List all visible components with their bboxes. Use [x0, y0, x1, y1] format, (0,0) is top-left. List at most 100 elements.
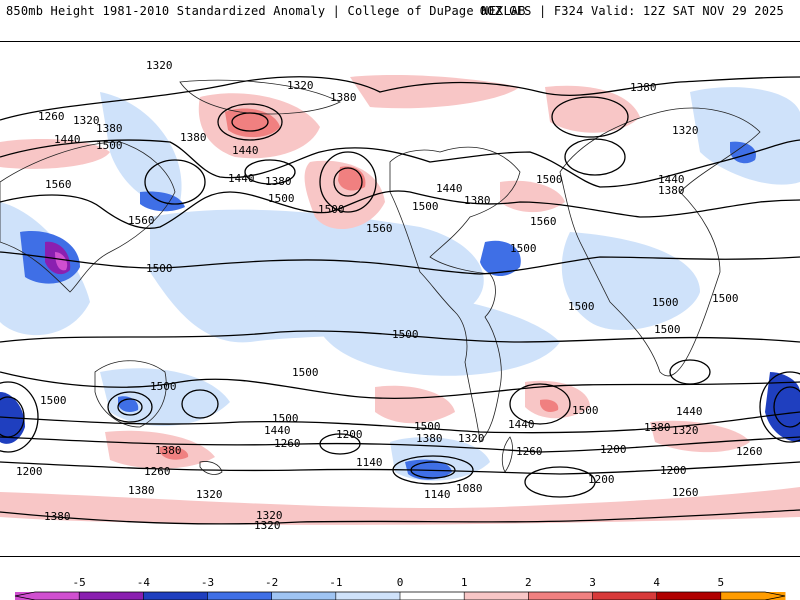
positive-anomaly-region	[375, 385, 455, 424]
positive-anomaly-region	[525, 380, 590, 419]
legend-swatch	[720, 592, 786, 600]
contour-label: 1500	[40, 394, 67, 407]
legend-tick-label: 1	[460, 576, 468, 589]
legend-tick-label: 2	[525, 576, 532, 589]
contour-label: 1380	[330, 91, 357, 104]
legend-swatch	[143, 592, 208, 600]
contour-label: 1380	[644, 421, 671, 434]
anomaly-color-legend	[14, 591, 786, 600]
contour-label: 1500	[150, 380, 177, 393]
contour-label: 1380	[464, 194, 491, 207]
contour-label: 1320	[672, 124, 699, 137]
contour-label: 1260	[144, 465, 171, 478]
contour-label: 1500	[146, 262, 173, 275]
contour-label: 1380	[416, 432, 443, 445]
strong-negative-core	[765, 372, 800, 442]
contour-label: 1380	[265, 175, 292, 188]
contour-label: 1320	[73, 114, 100, 127]
legend-tick-label: 5	[717, 576, 725, 589]
contour-label: 1440	[232, 144, 259, 157]
contour-label: 1500	[272, 412, 299, 425]
legend-tick-label: 0	[396, 576, 404, 589]
legend-swatch	[271, 592, 337, 600]
contour-label: 1380	[630, 81, 657, 94]
contour-label: 1440	[228, 172, 255, 185]
contour-label: 1440	[436, 182, 463, 195]
legend-swatch	[400, 592, 465, 600]
legend-swatch	[656, 592, 722, 600]
contour-label: 1200	[600, 443, 627, 456]
legend-swatch	[207, 592, 273, 600]
contour-label: 1500	[536, 173, 563, 186]
strong-positive-core	[540, 399, 559, 412]
positive-anomaly-region	[545, 85, 640, 133]
legend-swatch	[15, 592, 80, 600]
legend-swatch	[335, 592, 401, 600]
legend-swatch	[528, 592, 593, 600]
contour-label: 1560	[530, 215, 557, 228]
contour-label: 1500	[292, 366, 319, 379]
contour-label: 1320	[256, 509, 283, 522]
contour-label: 1080	[456, 482, 483, 495]
contour-label: 1200	[660, 464, 687, 477]
contour-label: 1500	[654, 323, 681, 336]
contour-label: 1500	[268, 192, 295, 205]
legend-tick-label: -3	[200, 576, 215, 589]
contour-label: 1380	[44, 510, 71, 523]
strong-negative-core	[55, 252, 68, 271]
contour-label: 1380	[180, 131, 207, 144]
contour-label: 1260	[38, 110, 65, 123]
contour-label: 1500	[568, 300, 595, 313]
contour-label: 1320	[458, 432, 485, 445]
legend-swatch	[79, 592, 144, 600]
contour-label: 1500	[572, 404, 599, 417]
contour-label: 1260	[672, 486, 699, 499]
contour-label: 1380	[96, 122, 123, 135]
positive-anomaly-region	[0, 487, 800, 525]
model-run-info: 00Z GFS | F324 Valid: 12Z SAT NOV 29 202…	[479, 4, 784, 18]
positive-anomaly-region	[500, 180, 565, 213]
map-title: 850mb Height 1981-2010 Standardized Anom…	[6, 4, 526, 18]
contour-label: 1320	[196, 488, 223, 501]
negative-anomaly-region	[100, 92, 182, 204]
contour-label: 1500	[652, 296, 679, 309]
contour-label: 1380	[658, 184, 685, 197]
contour-label: 1560	[45, 178, 72, 191]
contour-label: 1140	[424, 488, 451, 501]
legend-tick-label: -2	[265, 576, 279, 589]
legend-outline	[14, 591, 786, 600]
contour-label: 1440	[676, 405, 703, 418]
contour-label: 1560	[128, 214, 155, 227]
contour-label: 1380	[128, 484, 155, 497]
negative-anomaly-region	[690, 87, 800, 185]
legend-tick-label: -1	[329, 576, 343, 589]
contour-label: 1260	[274, 437, 301, 450]
contour-label: 1500	[414, 420, 441, 433]
contour-label: 1500	[510, 242, 537, 255]
legend-swatch	[592, 592, 658, 600]
contour-label: 1140	[356, 456, 383, 469]
contour-label: 1500	[96, 139, 123, 152]
contour-label: 1320	[672, 424, 699, 437]
contour-label: 1320	[146, 59, 173, 72]
contour-label: 1320	[287, 79, 314, 92]
contour-label: 1440	[264, 424, 291, 437]
legend-swatch	[464, 592, 529, 600]
legend-tick-label: -4	[136, 576, 150, 589]
contour-label: 1500	[712, 292, 739, 305]
contour-label: 1200	[588, 473, 615, 486]
legend-tick-label: 4	[653, 576, 660, 589]
contour-label: 1380	[155, 444, 182, 457]
strong-positive-core	[160, 446, 189, 460]
strong-negative-core	[480, 240, 521, 277]
positive-anomaly-region	[350, 75, 520, 109]
contour-label: 1260	[516, 445, 543, 458]
contour-label: 1260	[736, 445, 763, 458]
legend-tick-label: 3	[589, 576, 596, 589]
negative-anomaly-region	[314, 289, 560, 376]
legend-tick-label: -5	[72, 576, 86, 589]
contour-label: 1440	[508, 418, 535, 431]
contour-label: 1500	[318, 203, 345, 216]
